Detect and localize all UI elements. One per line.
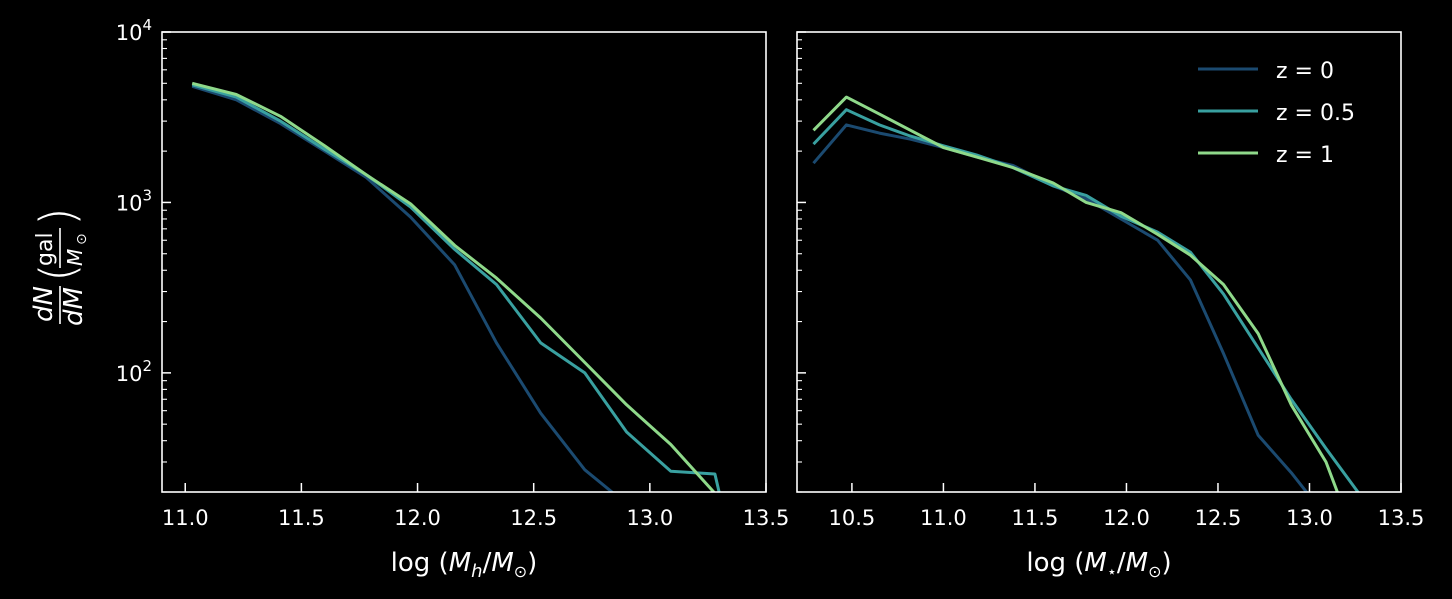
halo-mass-plot-frame	[161, 31, 767, 493]
x-tick-label: 11.0	[920, 506, 967, 530]
x-axis-title: log (M⋆/M⊙)	[1026, 548, 1171, 581]
x-tick-label: 10.5	[829, 506, 876, 530]
x-tick-label: 12.5	[1195, 506, 1242, 530]
y-tick-label: 103	[116, 186, 152, 215]
x-tick-label: 11.5	[1012, 506, 1059, 530]
y-tick-label: 102	[116, 357, 152, 386]
svg-text:dM: dM	[59, 287, 89, 326]
svg-text:gal: gal	[33, 232, 58, 266]
x-tick-label: 12.0	[394, 506, 441, 530]
x-axis-title: log (Mh/M⊙)	[391, 548, 538, 582]
legend-label-z05: z = 0.5	[1276, 101, 1355, 126]
svg-text:⊙: ⊙	[74, 233, 90, 245]
x-tick-label: 13.5	[743, 506, 790, 530]
svg-text:(: (	[30, 263, 86, 282]
series-line-1	[812, 108, 1360, 492]
x-tick-label: 12.0	[1103, 506, 1150, 530]
stellar-mass-plot-frame	[796, 31, 1402, 493]
svg-text:): )	[30, 207, 86, 226]
y-axis-title: dN dM ( gal M ⊙ )	[29, 207, 90, 326]
series-line-2	[812, 95, 1339, 492]
x-tick-label: 11.5	[278, 506, 325, 530]
legend-label-z1: z = 1	[1276, 143, 1334, 168]
y-tick-label: 104	[116, 16, 152, 45]
x-tick-label: 13.0	[626, 506, 673, 530]
series-line-2	[191, 81, 716, 492]
series-line-0	[191, 84, 615, 492]
halo-mass-panel: 11.0 11.5 12.0 12.5 13.0 13.5 102 103 104 dN dM …	[29, 16, 789, 582]
legend-label-z0: z = 0	[1276, 59, 1334, 84]
x-tick-label: 13.0	[1286, 506, 1333, 530]
svg-text:dN: dN	[29, 286, 59, 322]
svg-text:M: M	[63, 249, 87, 266]
x-tick-label: 13.5	[1378, 506, 1425, 530]
legend: z = 0 z = 0.5 z = 1	[1198, 59, 1355, 168]
x-tick-label: 12.5	[510, 506, 557, 530]
series-line-1	[191, 83, 721, 492]
x-tick-label: 11.0	[162, 506, 209, 530]
stellar-mass-panel: 10.5 11.0 11.5 12.0 12.5 13.0 13.5 log (M⋆/M⊙)…	[796, 31, 1425, 581]
